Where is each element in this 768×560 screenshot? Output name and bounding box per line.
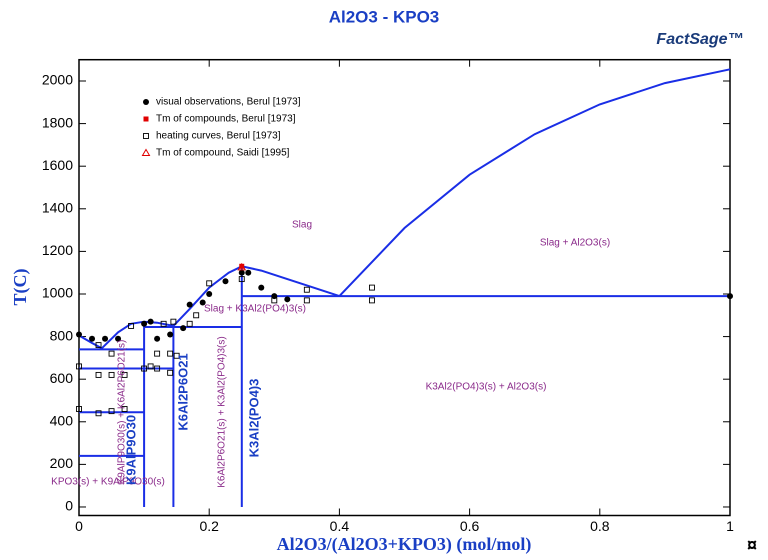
data-point (170, 318, 177, 325)
phase-boundary (338, 68, 731, 297)
data-point (108, 371, 115, 378)
x-tick-label: 0.2 (199, 518, 219, 534)
x-tick-label: 0.6 (460, 518, 480, 534)
data-point (141, 320, 148, 327)
data-point (95, 371, 102, 378)
data-point (180, 325, 187, 332)
legend-label: Tm of compound, Saidi [1995] (156, 148, 290, 159)
region-label: Slag (292, 220, 312, 231)
data-point (284, 296, 291, 303)
data-point (154, 365, 161, 372)
y-tick-label: 1000 (42, 285, 73, 301)
data-point (271, 297, 278, 304)
y-tick-label: 1800 (42, 114, 73, 130)
data-point (76, 331, 82, 338)
data-point (102, 335, 109, 342)
logo: FactSage™ (656, 31, 743, 48)
data-point (95, 342, 102, 349)
data-point (173, 352, 180, 359)
data-point (206, 280, 213, 287)
data-point (167, 369, 174, 376)
region-label: Slag + Al2O3(s) (540, 238, 610, 249)
data-point (108, 408, 115, 415)
data-point (89, 335, 96, 342)
compound-label: K9AlP9O30 (123, 415, 138, 485)
data-point (303, 286, 310, 293)
data-point (108, 350, 115, 357)
x-tick-label: 0.4 (330, 518, 350, 534)
data-point (141, 365, 148, 372)
data-point (186, 301, 193, 308)
region-label: K3Al2(PO4)3(s) + Al2O3(s) (426, 382, 547, 393)
data-point (147, 363, 154, 370)
legend-label: heating curves, Berul [1973] (156, 131, 281, 142)
data-point (128, 322, 135, 329)
data-point (154, 335, 161, 342)
region-label: K6Al2P6O21(s) + K3Al2(PO4)3(s) (217, 336, 228, 487)
x-tick-label: 0 (75, 518, 83, 534)
y-tick-label: 1200 (42, 242, 73, 258)
legend-label: visual observations, Berul [1973] (156, 97, 301, 108)
corner-mark: ¤ (747, 535, 757, 555)
chart-title: Al2O3 - KPO3 (329, 7, 440, 26)
y-tick-label: 600 (50, 370, 74, 386)
data-point (369, 284, 375, 291)
legend-symbol (143, 133, 149, 139)
legend-label: Tm of compounds, Berul [1973] (156, 114, 296, 125)
region-label: Slag + K3Al2(PO4)3(s) (204, 304, 306, 315)
region-label: K9AlP9O30(s) + K6Al2P6O21(s) (117, 340, 128, 485)
plot-area: 0 200 400 600 800 1000 1200 1400 1600 1800 2000 0 0.… (42, 58, 734, 534)
y-tick-label: 0 (65, 498, 73, 514)
data-point (222, 278, 229, 285)
y-tick-label: 1600 (42, 157, 73, 173)
data-point (369, 297, 375, 304)
data-point (121, 406, 128, 412)
y-tick-label: 800 (50, 327, 74, 343)
phase-boundary (78, 320, 174, 350)
data-point (239, 263, 245, 269)
data-point (186, 320, 193, 327)
region-label: KPO3(s) + K9AlP9O30(s) (51, 477, 165, 488)
data-point (238, 276, 245, 283)
x-tick-label: 1 (726, 518, 734, 534)
compound-label: K6Al2P6O21 (175, 353, 190, 430)
data-point (258, 284, 265, 291)
y-tick-label: 1400 (42, 199, 73, 215)
data-point (167, 350, 174, 357)
legend-symbol (143, 116, 149, 122)
data-point (238, 269, 245, 276)
data-point (121, 371, 128, 378)
plot-frame (78, 58, 731, 517)
data-point (154, 350, 161, 357)
compound-label: K3Al2(PO4)3 (246, 379, 261, 458)
data-point (193, 312, 200, 319)
data-point (245, 269, 252, 276)
x-tick-label: 0.8 (590, 518, 610, 534)
data-point (206, 290, 213, 297)
data-point (237, 262, 247, 271)
data-point (76, 363, 82, 370)
y-axis-label: T(C) (10, 269, 31, 306)
data-point (115, 335, 122, 342)
y-tick-label: 2000 (42, 72, 73, 88)
data-point (199, 299, 206, 306)
data-point (303, 297, 310, 304)
data-point (727, 293, 733, 300)
x-axis-label: Al2O3/(Al2O3+KPO3) (mol/mol) (277, 534, 532, 555)
y-tick-label: 400 (50, 412, 74, 428)
legend-symbol (143, 99, 149, 105)
data-point (95, 410, 102, 417)
data-point (76, 406, 82, 412)
y-tick-label: 200 (50, 455, 74, 471)
data-point (167, 331, 174, 338)
data-point (147, 318, 154, 325)
legend-symbol (141, 148, 151, 156)
data-point (160, 320, 167, 327)
